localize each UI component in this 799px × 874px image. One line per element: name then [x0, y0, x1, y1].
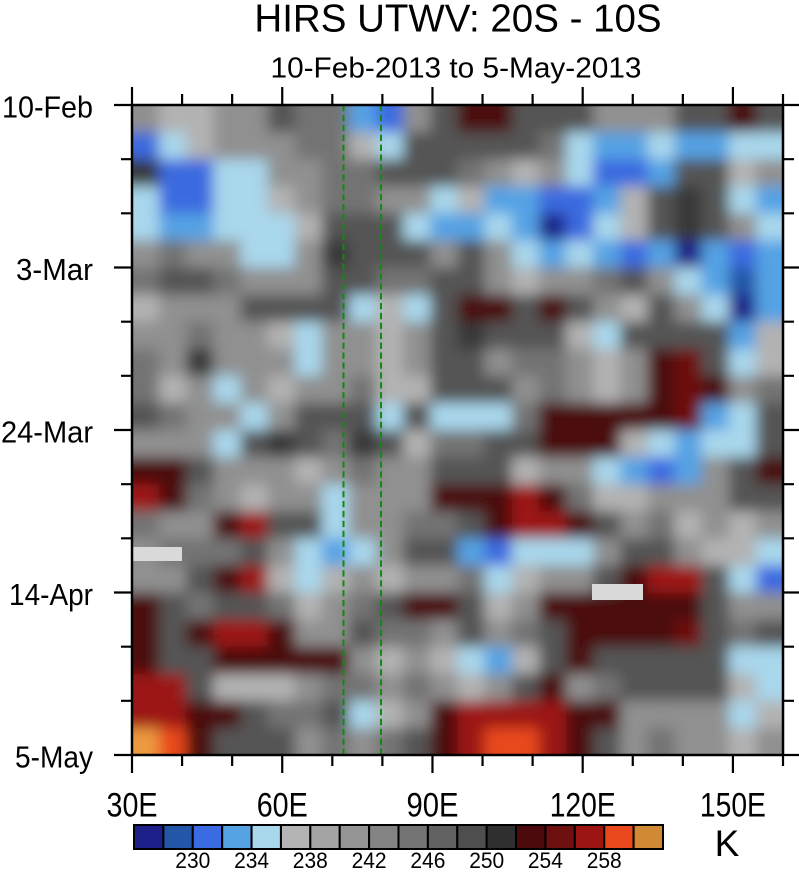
- svg-text:10-Feb-2013 to 5-May-2013: 10-Feb-2013 to 5-May-2013: [271, 53, 642, 85]
- svg-text:3-Mar: 3-Mar: [16, 253, 93, 287]
- svg-text:258: 258: [587, 848, 622, 869]
- svg-text:234: 234: [234, 848, 269, 869]
- svg-text:120E: 120E: [550, 787, 616, 825]
- svg-text:250: 250: [469, 848, 504, 869]
- svg-text:30E: 30E: [107, 787, 158, 825]
- svg-text:10-Feb: 10-Feb: [2, 90, 93, 124]
- svg-text:150E: 150E: [700, 787, 766, 825]
- svg-text:14-Apr: 14-Apr: [9, 578, 93, 612]
- svg-text:242: 242: [352, 848, 387, 869]
- svg-text:HIRS UTWV: 20S - 10S: HIRS UTWV: 20S - 10S: [254, 0, 661, 41]
- svg-text:230: 230: [175, 848, 210, 869]
- svg-text:246: 246: [410, 848, 445, 869]
- svg-text:254: 254: [528, 848, 563, 869]
- svg-text:60E: 60E: [257, 787, 308, 825]
- svg-text:24-Mar: 24-Mar: [1, 415, 93, 449]
- svg-text:5-May: 5-May: [15, 740, 94, 774]
- svg-text:K: K: [715, 823, 740, 864]
- svg-text:90E: 90E: [407, 787, 459, 825]
- svg-text:238: 238: [293, 848, 328, 869]
